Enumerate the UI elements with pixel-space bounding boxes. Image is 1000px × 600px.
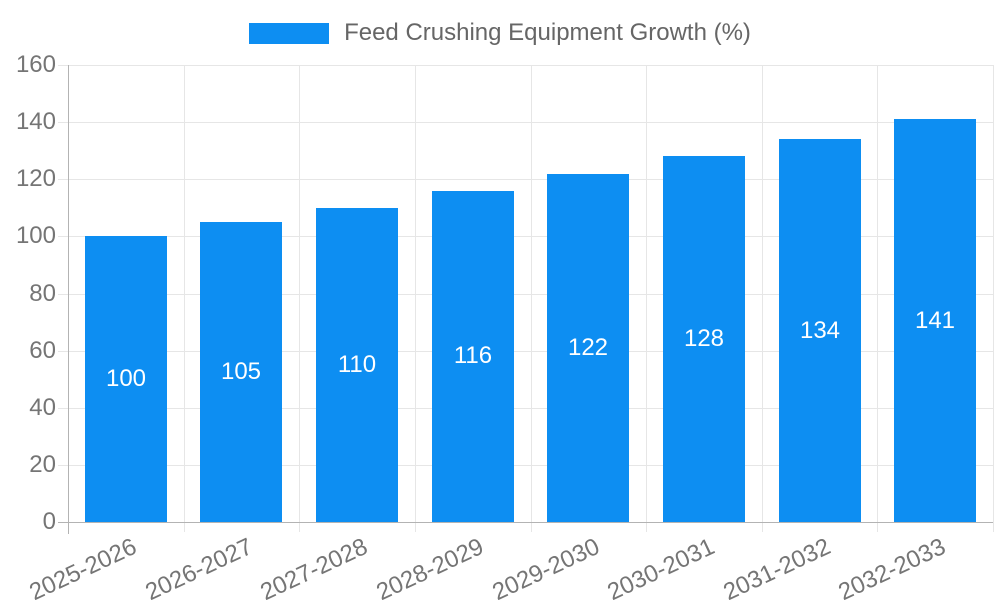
bar: 134	[779, 139, 861, 522]
bar-value-label: 128	[683, 325, 725, 353]
x-tick-label: 2026-2027	[140, 533, 257, 600]
x-tick-label: 2027-2028	[256, 533, 373, 600]
bar: 116	[432, 190, 514, 522]
bar: 141	[894, 119, 976, 522]
y-tick-label: 40	[29, 393, 56, 421]
x-gridline	[993, 65, 994, 532]
bar-value-label: 141	[914, 306, 956, 334]
y-tick-label: 60	[29, 336, 56, 364]
y-gridline	[58, 122, 993, 124]
y-gridline	[58, 464, 993, 466]
x-tick-label: 2029-2030	[487, 533, 604, 600]
legend-label: Feed Crushing Equipment Growth (%)	[344, 19, 751, 46]
x-gridline	[761, 65, 763, 532]
bar-value-label: 116	[453, 342, 493, 370]
x-tick-label: 2032-2033	[834, 533, 951, 600]
y-tick-label: 0	[42, 508, 56, 535]
x-gridline	[183, 65, 185, 532]
y-gridline	[58, 350, 993, 352]
bar-value-label: 110	[337, 350, 377, 378]
y-gridline	[58, 293, 993, 295]
bar: 105	[200, 222, 282, 522]
y-tick-label: 160	[15, 51, 56, 78]
bar-value-label: 100	[105, 365, 147, 393]
y-gridline	[58, 407, 993, 409]
y-tick-label: 120	[15, 165, 56, 193]
x-gridline	[414, 65, 416, 532]
bar-value-label: 134	[799, 316, 841, 344]
chart-legend[interactable]: Feed Crushing Equipment Growth (%)	[0, 18, 1000, 48]
bar-value-label: 122	[567, 333, 609, 361]
y-tick-label: 80	[29, 279, 56, 307]
x-tick-label: 2030-2031	[603, 533, 719, 600]
y-tick-label: 100	[15, 222, 56, 250]
y-tick-label: 20	[29, 450, 56, 478]
y-gridline	[58, 65, 993, 66]
bar: 122	[547, 173, 629, 522]
x-gridline	[646, 65, 648, 532]
x-gridline	[877, 65, 879, 532]
y-gridline	[58, 179, 993, 181]
x-gridline	[530, 65, 532, 532]
y-axis-line	[68, 65, 69, 534]
x-tick-label: 2025-2026	[25, 533, 141, 600]
bar-value-label: 105	[220, 358, 262, 386]
y-tick-label: 140	[15, 108, 56, 136]
x-tick-label: 2028-2029	[372, 533, 488, 600]
legend-swatch-icon	[249, 22, 330, 44]
x-axis-line	[58, 522, 993, 523]
bar: 128	[663, 156, 745, 522]
bar: 100	[85, 236, 167, 522]
y-gridline	[58, 236, 993, 238]
bar: 110	[316, 207, 398, 522]
x-tick-label: 2031-2032	[719, 533, 835, 600]
x-gridline	[299, 65, 301, 532]
